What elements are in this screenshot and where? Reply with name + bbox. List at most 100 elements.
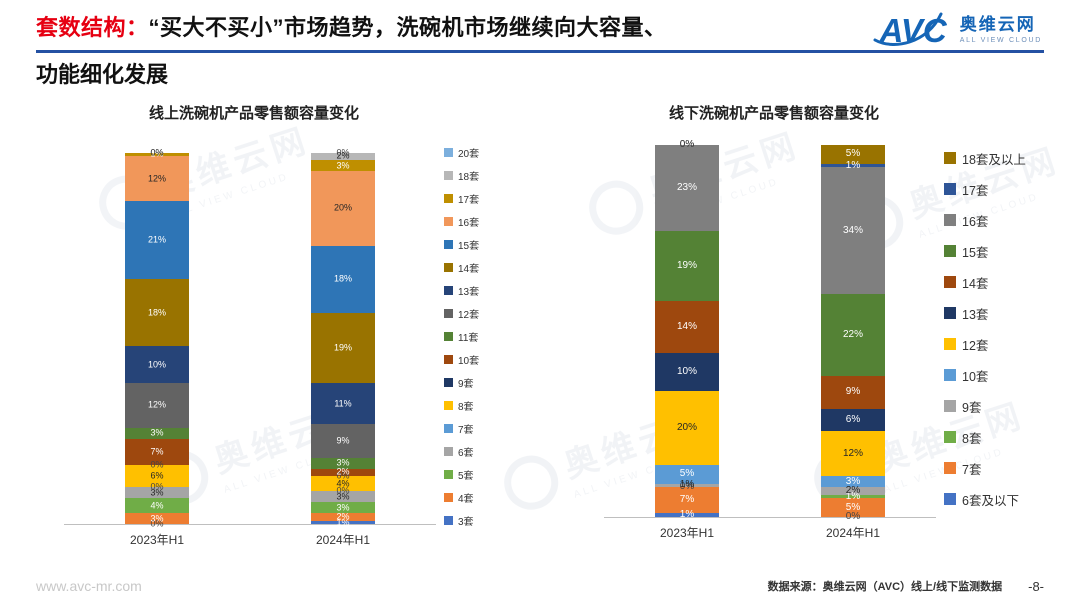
segment-value-label: 9% (336, 435, 350, 446)
segment-value-label: 3% (150, 487, 164, 498)
segment-value-label: 7% (150, 446, 164, 457)
segment-value-label: 2% (845, 484, 861, 496)
segment-18套及以上: 5% (821, 145, 885, 164)
segment-value-label: 4% (336, 478, 350, 489)
segment-value-label: 6% (150, 470, 164, 481)
legend-item: 20套 (444, 145, 496, 160)
segment-value-label: 21% (147, 234, 167, 245)
segment-value-label: 3% (336, 160, 350, 171)
segment-value-label: 0% (150, 481, 164, 492)
segment-value-label: 10% (147, 359, 167, 370)
segment-15套: 21% (125, 200, 189, 280)
legend-label: 15套 (458, 240, 480, 252)
segment-value-label: 4% (150, 500, 164, 511)
segment-15套: 18% (311, 245, 375, 313)
legend-label: 6套 (458, 447, 474, 459)
legend-item: 15套 (944, 242, 1036, 261)
data-source-note: 数据来源：奥维云网（AVC）线上/线下监测数据 (767, 581, 1003, 593)
segment-value-label: 18% (333, 273, 353, 284)
legend-swatch (444, 262, 453, 272)
legend-swatch (444, 193, 453, 203)
segment-17套: 3% (311, 160, 375, 172)
legend-swatch (944, 245, 956, 258)
segment-13套: 10% (655, 353, 719, 391)
legend-item: 5套 (444, 467, 496, 482)
legend-swatch (444, 446, 453, 456)
legend-label: 17套 (458, 194, 480, 206)
legend-label: 5套 (458, 470, 474, 482)
legend-item: 17套 (944, 180, 1036, 199)
segment-3套: 1% (311, 518, 375, 527)
slide-title-line2: 功能细化发展 (36, 61, 169, 87)
segment-13套: 6% (821, 409, 885, 432)
legend-label: 12套 (458, 309, 480, 321)
segment-value-label: 3% (150, 513, 164, 524)
legend-label: 6套及以下 (962, 493, 1019, 508)
segment-11套: 3% (311, 457, 375, 469)
logo-name: 奥维云网 (959, 15, 1036, 35)
segment-value-label: 3% (150, 427, 164, 438)
legend-item: 13套 (444, 283, 496, 298)
segment-value-label: 0% (679, 139, 695, 151)
legend-label: 14套 (962, 276, 989, 291)
legend-label: 11套 (458, 332, 479, 344)
legend-item: 14套 (444, 260, 496, 275)
title-topic: 套数结构： (36, 15, 149, 40)
stacked-bar-2024年H1: 0% 5% 1% 2% 3% 12% 6% 9% 22% 34% 1% 5% (821, 145, 885, 521)
segment-5套: 3% (311, 502, 375, 514)
logo-abbr: AVC (879, 12, 947, 49)
legend-label: 9套 (962, 400, 982, 415)
legend-item: 18套及以上 (944, 149, 1036, 168)
legend-item: 14套 (944, 273, 1036, 292)
legend-item: 9套 (444, 375, 496, 390)
legend-label: 18套 (458, 171, 480, 183)
legend-label: 15套 (962, 245, 989, 260)
legend-swatch (944, 431, 956, 444)
segment-value-label: 6% (845, 414, 861, 426)
segment-9套: 2% (821, 484, 885, 496)
legend-swatch (444, 147, 453, 157)
logo-tagline: ALL VIEW CLOUD (959, 37, 1042, 45)
segment-value-label: 12% (147, 399, 167, 410)
legend-swatch (444, 331, 453, 341)
legend-swatch (444, 285, 453, 295)
legend-label: 3套 (458, 516, 474, 528)
category-label: 2024年H1 (825, 525, 881, 540)
legend-item: 16套 (944, 211, 1036, 230)
segment-value-label: 0% (150, 518, 164, 529)
legend-label: 13套 (458, 286, 480, 298)
legend-swatch (944, 493, 956, 506)
legend-swatch (944, 276, 956, 289)
legend-label: 10套 (962, 369, 989, 384)
segment-value-label: 0% (845, 510, 861, 522)
segment-value-label: 19% (333, 342, 353, 353)
segment-14套: 18% (125, 279, 189, 346)
legend-swatch (944, 183, 956, 196)
footer-right: 数据来源：奥维云网（AVC）线上/线下监测数据 -8- (768, 578, 1044, 594)
stacked-bar-2023年H1: 1% 7% 0% 1% 5% 20% 10% 14% 19% 23% 0% 0% (655, 140, 719, 520)
legend-swatch (944, 152, 956, 165)
segment-17套: 1% (125, 149, 189, 158)
segment-10套: 7% (125, 438, 189, 465)
segment-value-label: 1% (845, 490, 861, 502)
segment-value-label: 0% (679, 481, 695, 493)
chart-body: 0% 3% 4% 3% 0% 6% 0% 7% 3% 12% 10% 18% 21% 12% 1% 0% 0% 1… (64, 145, 496, 556)
website-url: www.avc-mr.com (36, 578, 142, 594)
legend-item: 13套 (944, 304, 1036, 323)
segment-value-label: 3% (336, 491, 350, 502)
stacked-bar-2023年H1: 0% 3% 4% 3% 0% 6% 0% 7% 3% 12% 10% 18% 21% 12% 1% 0% 0% (125, 148, 189, 528)
segment-9套: 1% (655, 480, 719, 490)
segment-14套: 14% (655, 301, 719, 354)
segment-value-label: 3% (845, 475, 861, 487)
segment-value-label: 23% (676, 181, 698, 193)
online-capacity-chart: 线上洗碗机产品零售额容量变化 0% 3% 4% 3% 0% 6% 0% 7% 3% 12% 10% 1… (64, 98, 496, 556)
title-text: “买大不买小”市场趋势，洗碗机市场继续向大容量、 (148, 15, 667, 40)
category-label: 2024年H1 (315, 533, 371, 548)
segment-6套及以下: 1% (655, 510, 719, 520)
segment-value-label: 3% (336, 502, 350, 513)
segment-value-label: 2% (336, 466, 350, 477)
segment-value-label: 7% (679, 494, 695, 506)
legend-label: 20套 (458, 148, 480, 160)
plot-area: 0% 3% 4% 3% 0% 6% 0% 7% 3% 12% 10% 18% 21% 12% 1% 0% 0% 1… (64, 148, 436, 528)
segment-value-label: 12% (147, 173, 167, 184)
